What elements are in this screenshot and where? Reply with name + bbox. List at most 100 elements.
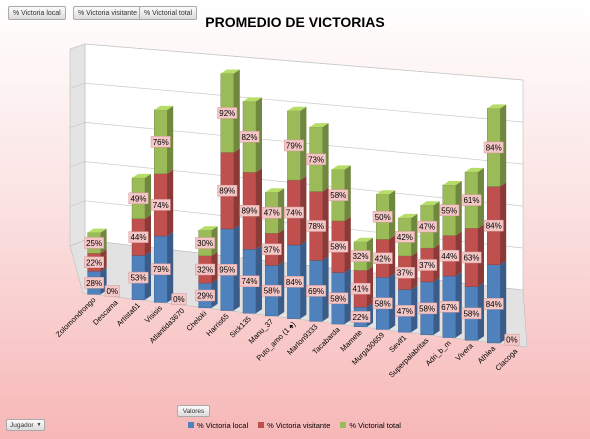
gridline	[69, 200, 86, 207]
data-label-box	[394, 266, 415, 279]
field-button-total[interactable]: % Victorial total	[139, 6, 198, 20]
x-tick-label: Clacoga	[493, 346, 519, 372]
data-label: 84%	[286, 278, 302, 287]
data-label-box	[217, 263, 238, 276]
data-label-box	[104, 285, 120, 297]
data-label-box	[417, 220, 438, 233]
data-label: 28%	[86, 279, 102, 288]
bar-top	[331, 165, 351, 170]
data-label-box	[439, 301, 460, 313]
data-label: 37%	[419, 261, 435, 270]
data-label: 84%	[486, 143, 502, 152]
data-label: 30%	[197, 239, 213, 248]
data-label-box	[461, 194, 482, 206]
data-label: 84%	[486, 300, 502, 309]
gridline	[69, 122, 86, 129]
column-17	[464, 167, 484, 341]
bar-top	[442, 180, 462, 185]
column-5	[198, 226, 218, 309]
bar-top	[220, 69, 240, 74]
data-label-box	[84, 237, 105, 249]
data-label: 47%	[419, 223, 435, 232]
bar-top	[420, 201, 440, 206]
data-label-box	[417, 302, 438, 315]
legend-swatch-local	[188, 422, 194, 428]
data-label-box	[461, 251, 482, 264]
data-label-box	[84, 256, 105, 269]
data-label-box	[306, 285, 327, 297]
data-label-box	[328, 240, 349, 253]
data-label-box	[128, 231, 149, 243]
data-label: 58%	[330, 243, 346, 252]
data-label: 58%	[330, 294, 346, 303]
data-label-box	[461, 307, 482, 320]
bar-top	[132, 173, 151, 178]
data-label: 37%	[264, 245, 280, 254]
data-label: 58%	[463, 309, 479, 318]
data-label-box	[328, 189, 349, 201]
gridline	[69, 43, 86, 50]
data-label-box	[483, 298, 504, 310]
bar-top	[309, 123, 329, 128]
dropdown-arrow-icon: ▼	[36, 421, 42, 428]
data-label-box	[504, 333, 520, 346]
data-label: 58%	[330, 191, 346, 200]
data-label-box	[328, 292, 349, 305]
data-label-box	[239, 131, 260, 143]
data-label: 55%	[441, 206, 457, 215]
legend-swatch-total	[340, 422, 347, 428]
gridline	[69, 82, 86, 89]
data-label-box	[195, 237, 216, 249]
values-field-button[interactable]: Valores	[177, 405, 210, 417]
jugador-field-button[interactable]: Jugador ▼	[6, 419, 46, 431]
data-label: 25%	[86, 239, 102, 248]
legend-item-local: % Victoria local	[188, 421, 248, 430]
column-13	[376, 190, 396, 330]
data-label-box	[261, 284, 282, 297]
data-label: 61%	[463, 196, 479, 205]
data-label: 41%	[352, 285, 368, 294]
bar-top	[354, 237, 373, 242]
data-label-box	[283, 276, 304, 288]
data-label: 74%	[153, 201, 169, 210]
legend-item-total: % Victorial total	[340, 421, 401, 430]
data-label: 32%	[352, 252, 368, 261]
data-label-box	[306, 153, 327, 166]
x-tick-label: Visisis	[143, 303, 164, 324]
data-label: 50%	[375, 213, 391, 222]
bar-top	[198, 226, 218, 231]
data-label-box	[239, 204, 260, 217]
data-label: 47%	[264, 209, 280, 218]
data-label-box	[394, 305, 415, 317]
data-label: 67%	[441, 303, 457, 312]
legend-label-total: % Victorial total	[349, 420, 401, 430]
bar-top	[376, 190, 396, 195]
data-label-box	[150, 199, 171, 211]
data-label: 82%	[241, 133, 257, 142]
legend: % Victoria local % Victoria visitante % …	[188, 418, 401, 432]
data-label-box	[261, 243, 282, 256]
data-label-box	[306, 220, 327, 232]
data-label-box	[239, 275, 260, 287]
data-label: 58%	[419, 304, 435, 313]
x-tick-label: Harris65	[204, 312, 230, 338]
data-label: 73%	[308, 155, 324, 164]
bar-top	[398, 213, 418, 218]
data-label: 89%	[241, 207, 257, 216]
data-label-box	[217, 184, 238, 197]
data-label: 69%	[308, 287, 324, 296]
data-label: 42%	[375, 254, 391, 263]
field-button-local[interactable]: % Victoria local	[8, 6, 66, 20]
data-label-box	[84, 277, 105, 289]
data-label-box	[171, 293, 187, 305]
data-label: 44%	[130, 233, 146, 242]
legend-item-visitante: % Victoria visitante	[258, 421, 330, 430]
data-label-box	[483, 141, 504, 154]
bar-top	[487, 104, 507, 109]
data-label-box	[483, 219, 504, 232]
data-label: 53%	[130, 274, 146, 283]
data-label-box	[394, 231, 415, 243]
bar-top	[87, 228, 107, 233]
data-label-box	[350, 250, 371, 262]
